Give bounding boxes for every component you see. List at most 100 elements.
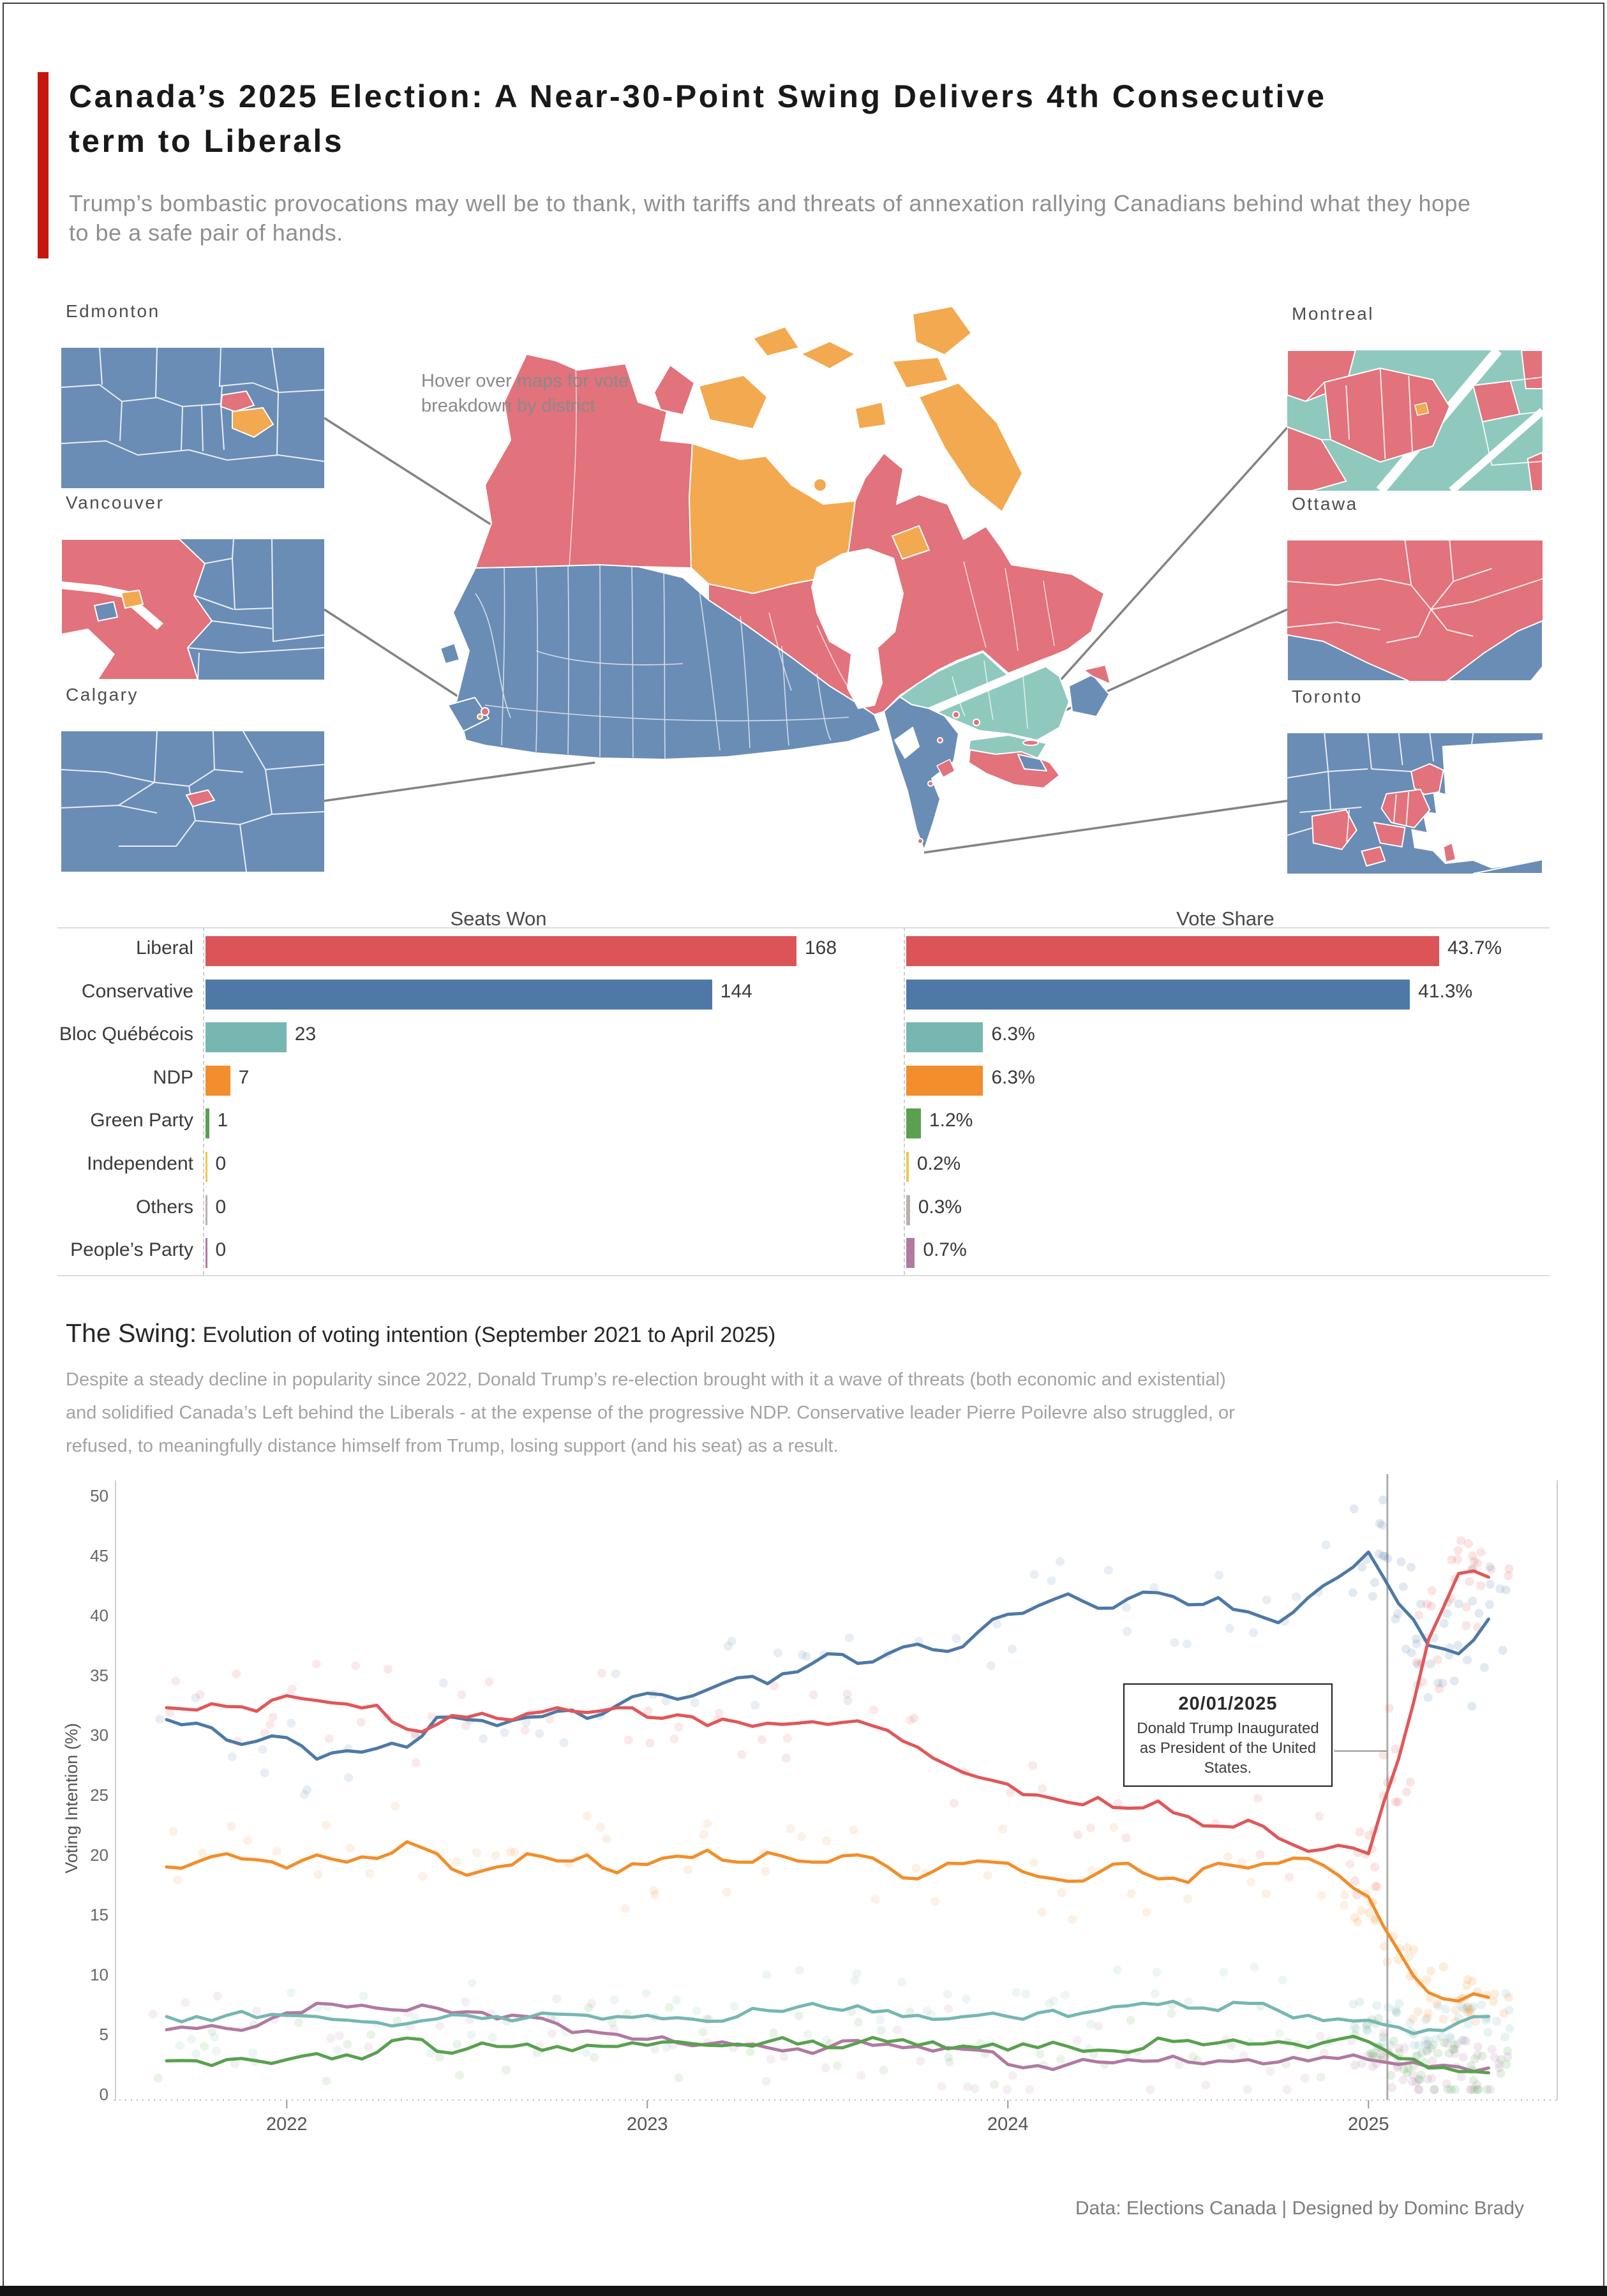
map-dot-windsor[interactable] [917, 838, 923, 844]
calgary-liberal-district[interactable] [185, 789, 216, 808]
swing-paragraph: Despite a steady decline in popularity s… [66, 1363, 1604, 1463]
footer-credit: Data: Elections Canada | Designed by Dom… [1075, 2198, 1524, 2219]
hudson-bay [811, 548, 904, 709]
seats-bar-ndp[interactable] [206, 1065, 230, 1096]
seats-value-green-party: 1 [217, 1110, 228, 1131]
seats-value-conservative: 144 [720, 980, 752, 1002]
seats-chart-title: Seats Won [450, 907, 547, 930]
share-bar-independent[interactable] [906, 1152, 909, 1182]
voting-intention-chart[interactable]: 0 5 10 15 20 25 30 35 40 45 50 Voting Intention (%)… [0, 1455, 1607, 2182]
map-island-banks[interactable] [654, 364, 695, 415]
trend-line-ndp[interactable] [165, 1840, 1490, 2003]
party-label-green-party: Green Party [90, 1110, 193, 1131]
seats-bar-conservative[interactable] [206, 979, 712, 1010]
share-value-ndp: 6.3% [991, 1066, 1035, 1088]
share-bar-others[interactable] [906, 1195, 910, 1225]
toronto-niagara-blue [1473, 858, 1543, 874]
map-island-bathurst [752, 326, 800, 357]
y-tick-45: 45 [90, 1546, 108, 1565]
map-vancouver-island[interactable] [447, 697, 490, 732]
toronto-liberal-lakeshore[interactable] [1373, 821, 1406, 848]
map-island-victoria[interactable] [698, 375, 768, 429]
map-region-ns-blue[interactable] [1017, 754, 1047, 772]
share-bar-ndp[interactable] [906, 1065, 983, 1096]
montreal-liberal-south[interactable] [1287, 426, 1347, 491]
map-island-baffin[interactable] [918, 382, 1023, 512]
maps-section: Hover over maps for vote breakdown by di… [0, 274, 1607, 909]
seats-bar-others[interactable] [206, 1195, 207, 1225]
seats-value-others: 0 [215, 1196, 227, 1218]
edmonton-liberal-district[interactable] [220, 390, 255, 413]
toronto-liberal-north[interactable] [1410, 763, 1444, 796]
page-title-line1: Canada’s 2025 Election: A Near-30-Point … [69, 78, 1327, 114]
map-dot-hamilton[interactable] [927, 780, 934, 787]
map-island-southampton [892, 525, 930, 560]
share-value-others: 0.3% [918, 1196, 962, 1218]
vancouver-conservative-district[interactable] [93, 600, 119, 622]
share-bar-liberal[interactable] [906, 936, 1439, 966]
montreal-ndp-district[interactable] [1414, 402, 1430, 416]
seats-bar-people-s-party[interactable] [206, 1238, 207, 1269]
trend-line-bloc-qu-b-cois[interactable] [165, 1999, 1490, 2036]
trend-line-green-party[interactable] [165, 2034, 1490, 2075]
share-bar-bloc-qu-b-cois[interactable] [906, 1022, 983, 1053]
map-region-pei[interactable] [1022, 740, 1039, 746]
swing-heading: The Swing: Evolution of voting intention… [66, 1318, 1597, 1348]
toronto-liberal-south[interactable] [1361, 846, 1386, 867]
seats-value-liberal: 168 [805, 937, 837, 958]
edmonton-ndp-district[interactable] [232, 406, 274, 438]
party-label-ndp: NDP [153, 1066, 193, 1088]
trend-line-liberal[interactable] [165, 1569, 1490, 1856]
toronto-liberal-west[interactable] [1311, 809, 1357, 851]
y-axis-title: Voting Intention (%) [62, 1723, 81, 1874]
seats-bar-independent[interactable] [206, 1152, 207, 1182]
inset-map-toronto[interactable] [1287, 733, 1543, 874]
map-region-nf-north[interactable] [1083, 664, 1111, 685]
toronto-liberal-stcatharines[interactable] [1442, 842, 1457, 863]
seats-bar-green-party[interactable] [206, 1108, 209, 1139]
share-bar-people-s-party[interactable] [906, 1238, 915, 1269]
inset-map-ottawa[interactable] [1287, 540, 1543, 681]
chart-bottom-rule [57, 1275, 1550, 1276]
seats-value-ndp: 7 [238, 1066, 250, 1088]
map-dot-barrie[interactable] [937, 737, 943, 743]
share-bar-conservative[interactable] [906, 979, 1410, 1010]
inset-map-edmonton[interactable] [61, 348, 324, 488]
map-island-ellesmere [912, 306, 972, 355]
y-tick-20: 20 [90, 1845, 108, 1865]
share-bar-green-party[interactable] [906, 1108, 921, 1139]
ottawa-conservative-sw[interactable] [1287, 634, 1409, 681]
map-region-northwest[interactable] [475, 354, 693, 569]
map-region-newfoundland[interactable] [1068, 674, 1110, 717]
party-label-independent: Independent [87, 1153, 193, 1174]
share-value-conservative: 41.3% [1418, 980, 1473, 1002]
map-region-east[interactable] [708, 452, 1105, 715]
montreal-liberal-east[interactable] [1472, 380, 1521, 423]
montreal-liberal-island[interactable] [1324, 367, 1451, 463]
map-dot-montreal[interactable] [973, 719, 980, 726]
swing-paragraph-line3: refused, to meaningfully distance himsel… [66, 1436, 839, 1456]
seats-bar-liberal[interactable] [206, 936, 796, 966]
canada-map[interactable] [0, 274, 1607, 909]
page-subtitle-line2: to be a safe pair of hands. [69, 220, 343, 246]
title-accent-bar [38, 72, 49, 258]
map-hover-hint-line2: breakdown by district [421, 396, 595, 416]
chart-top-rule [57, 927, 1550, 928]
inset-map-vancouver[interactable] [61, 539, 324, 680]
map-dot-vancouver-ndp [477, 713, 483, 720]
ottawa-conservative-se[interactable] [1446, 620, 1543, 681]
inset-map-calgary[interactable] [61, 731, 324, 872]
seats-bar-bloc-qu-b-cois[interactable] [206, 1022, 287, 1053]
bottom-black-bar [0, 2286, 1607, 2296]
inset-map-montreal[interactable] [1287, 350, 1543, 491]
map-dot-vancouver[interactable] [481, 707, 490, 716]
toronto-liberal-core[interactable] [1380, 788, 1431, 829]
vancouver-ndp-district[interactable] [120, 589, 144, 609]
swing-heading-rest: Evolution of voting intention (September… [197, 1323, 776, 1347]
x-tick-2024: 2024 [987, 2114, 1029, 2135]
map-dot-ottawa[interactable] [952, 711, 960, 719]
trend-line-conservative[interactable] [165, 1550, 1490, 1761]
map-region-toronto[interactable] [936, 759, 955, 778]
page-subtitle: Trump’s bombastic provocations may well … [69, 189, 1588, 248]
